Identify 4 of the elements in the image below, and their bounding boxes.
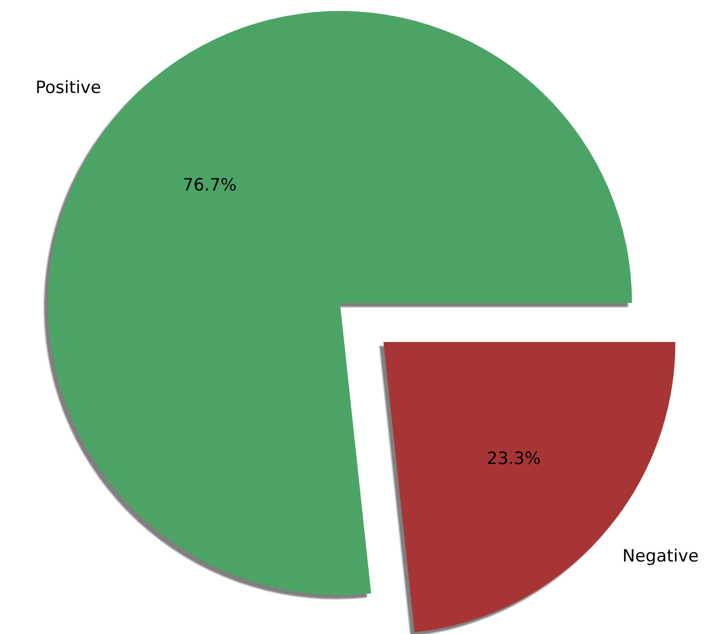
data-label: 23.3% — [486, 448, 541, 469]
slice-label: Negative — [622, 546, 699, 566]
data-label: 76.7% — [182, 176, 237, 196]
slice-label: Positive — [36, 78, 102, 98]
